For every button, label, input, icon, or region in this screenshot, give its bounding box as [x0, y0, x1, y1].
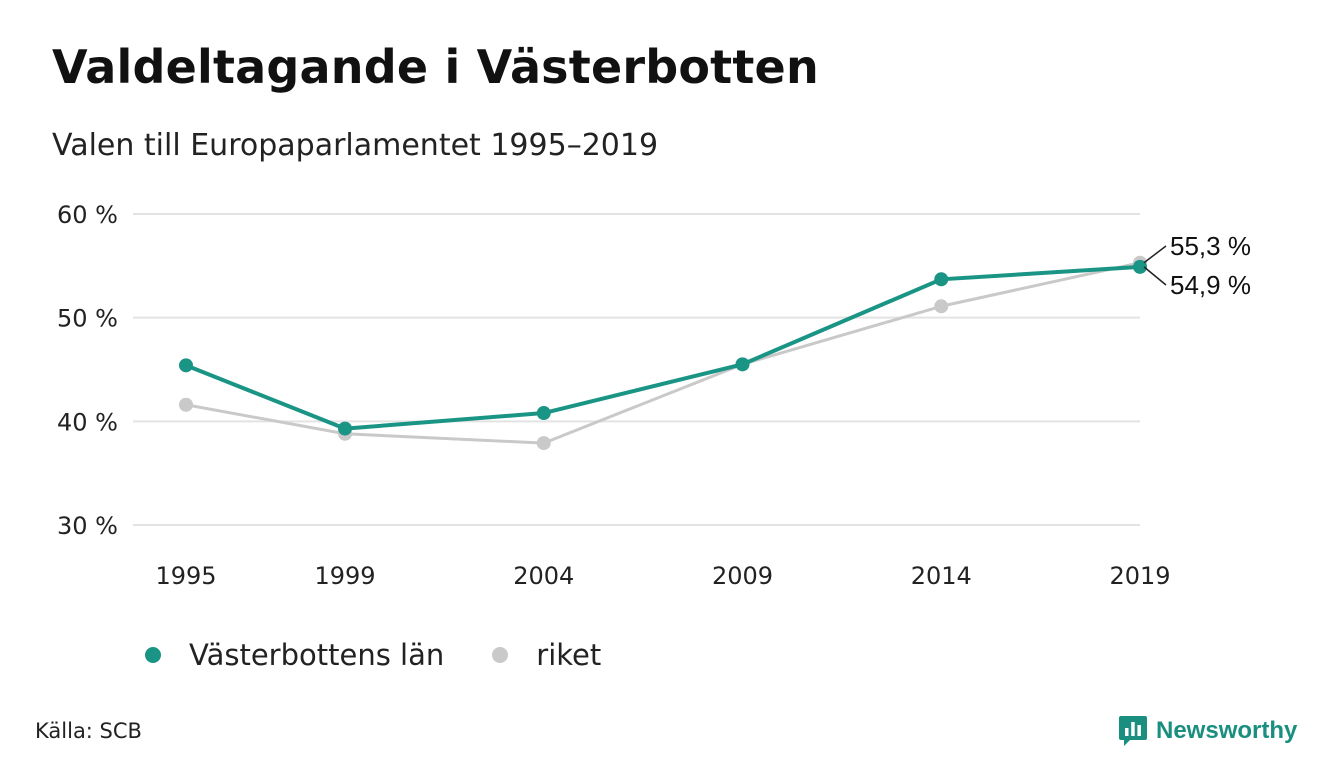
data-point — [338, 421, 352, 436]
x-tick-label: 1995 — [155, 562, 216, 590]
data-point — [1133, 259, 1147, 274]
newsworthy-icon — [1119, 716, 1147, 746]
brand-logo: Newsworthy — [1118, 714, 1297, 748]
x-tick-label: 2004 — [513, 562, 574, 590]
source-note: Källa: SCB — [35, 719, 142, 743]
chart-title: Valdeltagande i Västerbotten — [52, 40, 819, 94]
legend-dot-national — [492, 647, 509, 663]
grid-lines — [133, 213, 1140, 526]
series-line — [185, 261, 1141, 445]
series-line — [185, 264, 1141, 431]
legend: Västerbottens län riket — [145, 638, 649, 672]
chart-subtitle: Valen till Europaparlamentet 1995–2019 — [52, 128, 659, 163]
y-tick-label: 30 % — [57, 512, 118, 540]
y-axis-ticks: 30 % 40 % 50 % 60 % — [57, 201, 118, 540]
legend-label-national: riket — [536, 638, 602, 672]
legend-item-national: riket — [492, 638, 601, 672]
end-label-leader — [1143, 266, 1167, 286]
data-point — [179, 358, 193, 373]
legend-item-county: Västerbottens län — [145, 638, 444, 672]
y-tick-label: 50 % — [57, 305, 118, 333]
x-tick-label: 2009 — [712, 562, 773, 590]
data-point — [735, 357, 750, 372]
legend-dot-county — [145, 647, 161, 663]
end-labels: 55,3 % 54,9 % — [1143, 231, 1251, 300]
x-axis-ticks: 1995 1999 2004 2009 2014 2019 — [155, 562, 1170, 590]
series-county — [179, 259, 1147, 436]
y-tick-label: 40 % — [57, 408, 118, 436]
data-point — [536, 436, 551, 451]
series-lines — [179, 255, 1147, 451]
data-point — [934, 272, 949, 287]
x-tick-label: 2014 — [911, 562, 972, 590]
brand-name: Newsworthy — [1156, 717, 1298, 744]
legend-label-county: Västerbottens län — [189, 638, 445, 672]
end-label-leader — [1143, 245, 1167, 264]
line-chart: 30 % 40 % 50 % 60 % 1995 1999 2004 2009 2014 201… — [57, 201, 1251, 590]
data-point — [536, 406, 551, 421]
x-tick-label: 1999 — [314, 562, 375, 590]
data-point — [934, 299, 949, 314]
x-tick-label: 2019 — [1109, 562, 1170, 590]
end-value-label: 55,3 % — [1170, 231, 1251, 261]
y-tick-label: 60 % — [57, 201, 118, 229]
end-value-label: 54,9 % — [1170, 270, 1251, 300]
data-point — [179, 397, 193, 412]
